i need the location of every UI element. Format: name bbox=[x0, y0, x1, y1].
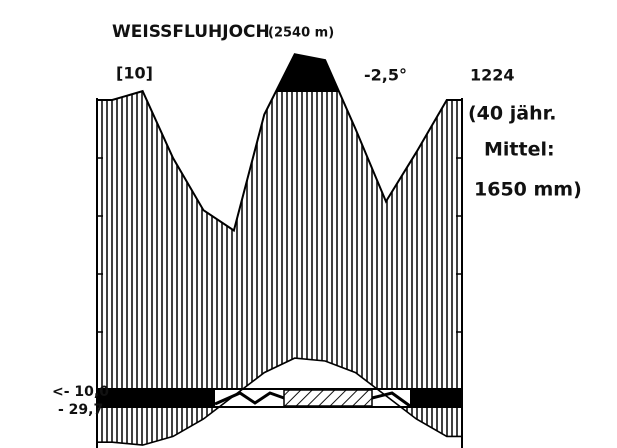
frost-free bbox=[283, 389, 373, 407]
absolute-min-label: - 29,7 bbox=[58, 402, 103, 418]
years-label: [10] bbox=[116, 64, 153, 83]
mean-temperature: -2,5° bbox=[364, 66, 407, 85]
chart-title: WEISSFLUHJOCH bbox=[112, 22, 270, 42]
annual-precipitation: 1224 bbox=[470, 66, 515, 85]
frost-zigzag bbox=[371, 391, 411, 408]
note-line: 1650 mm) bbox=[474, 179, 582, 201]
temperature-line bbox=[97, 357, 462, 446]
min-temperature-label: <- 10,0 bbox=[52, 384, 109, 400]
plot-area bbox=[96, 53, 463, 448]
high-precipitation-cap bbox=[139, 54, 340, 92]
precipitation-line bbox=[97, 53, 462, 233]
chart-subtitle: (2540 m) bbox=[268, 26, 334, 41]
note-line: Mittel: bbox=[484, 139, 555, 161]
frost-gap bbox=[372, 390, 410, 406]
humid-area bbox=[97, 54, 462, 446]
note-line: (40 jähr. bbox=[468, 103, 556, 125]
